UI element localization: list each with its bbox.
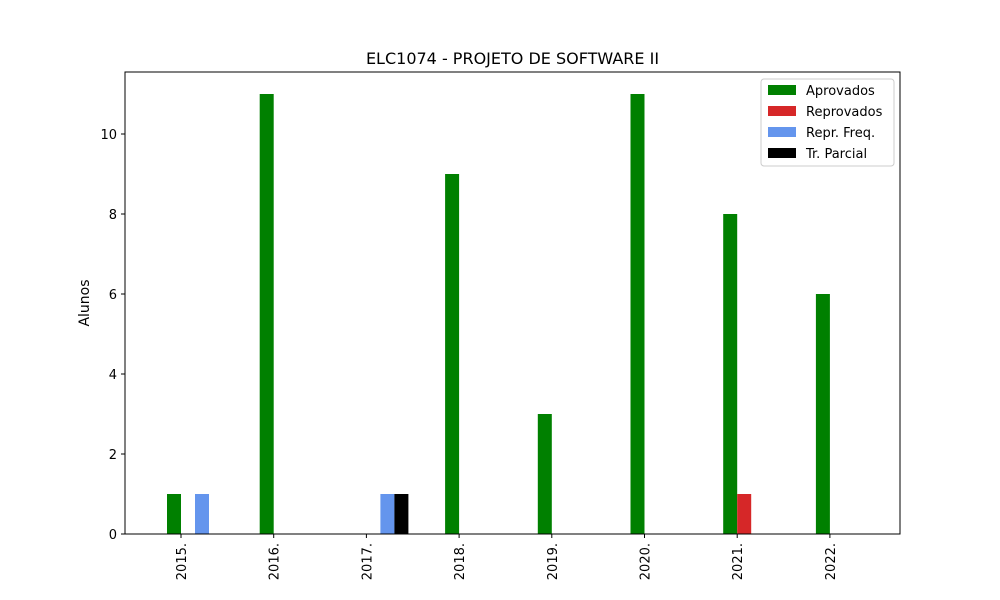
y-axis: 0 2 4 6 8 10: [100, 128, 125, 543]
legend-swatch: [768, 148, 796, 158]
bar-aprovados-0: [167, 494, 181, 534]
x-tick-label: 2020.: [639, 543, 654, 580]
y-tick-label: 6: [109, 288, 117, 303]
chart-title: ELC1074 - PROJETO DE SOFTWARE II: [366, 49, 659, 68]
legend-label: Reprovados: [806, 105, 883, 120]
y-tick-label: 10: [100, 128, 117, 143]
x-axis: 2015. 2016. 2017. 2018. 2019. 2020. 2021. 2022.: [175, 534, 839, 580]
bar-tr-parcial-2: [394, 494, 409, 534]
y-tick-label: 0: [109, 528, 117, 543]
y-tick-label: 8: [109, 208, 117, 223]
bar-repr-freq-2: [380, 494, 395, 534]
y-axis-label: Alunos: [77, 279, 93, 326]
x-tick-label: 2019.: [546, 543, 561, 580]
legend-label: Aprovados: [806, 84, 875, 99]
bar-aprovados-1: [259, 94, 274, 534]
bar-aprovados-4: [537, 414, 552, 534]
x-tick-label: 2015.: [175, 543, 190, 580]
bar-reprovados-6: [737, 494, 752, 534]
plot-frame: [124, 71, 901, 535]
bar-aprovados-6: [723, 214, 738, 534]
bar-aprovados-3: [445, 174, 460, 534]
bar-aprovados-5: [630, 94, 645, 534]
y-tick-label: 4: [109, 368, 117, 383]
bar-aprovados-7: [815, 294, 830, 534]
legend-label: Tr. Parcial: [805, 147, 867, 162]
legend: Aprovados Reprovados Repr. Freq. Tr. Parcia…: [760, 78, 895, 167]
x-tick-label: 2018.: [453, 543, 468, 580]
legend-swatch: [768, 106, 796, 116]
bars: [167, 94, 830, 534]
y-tick-label: 2: [109, 448, 117, 463]
legend-box: [760, 78, 895, 167]
x-tick-label: 2021.: [731, 543, 746, 580]
x-tick-label: 2017.: [360, 543, 375, 580]
legend-swatch: [768, 85, 796, 95]
legend-label: Repr. Freq.: [806, 126, 875, 141]
x-tick-label: 2022.: [824, 543, 839, 580]
legend-swatch: [768, 127, 796, 137]
bar-repr-freq-0: [195, 494, 209, 534]
x-tick-label: 2016.: [268, 543, 283, 580]
